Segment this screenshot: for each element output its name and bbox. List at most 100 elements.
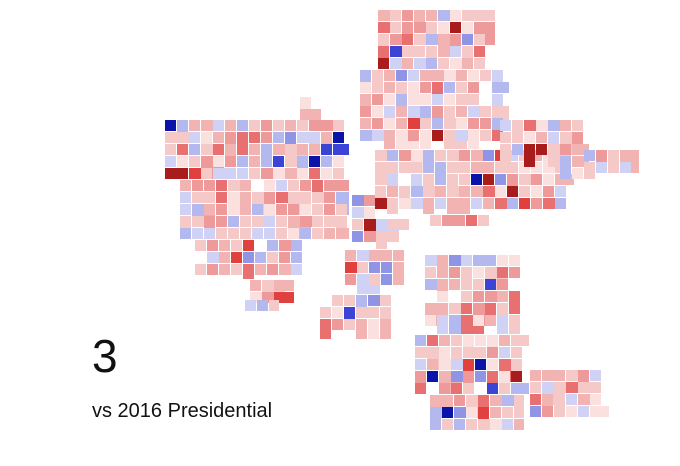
county-tile bbox=[492, 82, 509, 93]
county-tile bbox=[396, 82, 407, 105]
county-tile bbox=[396, 70, 407, 81]
county-tile bbox=[512, 120, 523, 143]
county-tile bbox=[388, 219, 409, 230]
county-tile bbox=[279, 252, 290, 263]
county-tile bbox=[572, 120, 583, 131]
county-tile bbox=[177, 132, 200, 143]
county-tile bbox=[368, 295, 391, 306]
county-tile bbox=[324, 216, 347, 227]
county-tile bbox=[312, 192, 335, 203]
county-tile bbox=[213, 132, 224, 143]
county-tile bbox=[204, 180, 215, 191]
county-tile bbox=[555, 186, 566, 197]
county-tile bbox=[475, 359, 486, 370]
county-tile bbox=[454, 395, 465, 406]
county-tile bbox=[415, 347, 438, 358]
county-tile bbox=[423, 174, 434, 197]
county-tile bbox=[261, 120, 272, 131]
county-tile bbox=[219, 264, 230, 275]
county-tile bbox=[450, 58, 473, 69]
county-tile bbox=[393, 262, 404, 285]
county-tile bbox=[449, 267, 460, 278]
county-tile bbox=[439, 359, 462, 370]
county-tile bbox=[204, 216, 215, 239]
county-tile bbox=[381, 262, 392, 273]
county-tile bbox=[204, 228, 215, 239]
county-tile bbox=[408, 82, 419, 105]
county-tile bbox=[543, 198, 566, 209]
county-tile bbox=[471, 186, 494, 197]
county-tile bbox=[216, 216, 227, 227]
county-tile bbox=[451, 335, 462, 346]
county-tile bbox=[531, 198, 542, 209]
county-tile bbox=[189, 156, 200, 167]
county-tile bbox=[375, 174, 386, 185]
county-tile bbox=[201, 120, 224, 131]
county-tile bbox=[447, 150, 470, 161]
county-tile bbox=[240, 180, 251, 191]
county-tile bbox=[531, 162, 542, 173]
county-tile bbox=[584, 150, 595, 161]
county-tile bbox=[439, 347, 450, 370]
county-tile bbox=[468, 70, 479, 81]
county-tile bbox=[572, 168, 583, 179]
county-tile bbox=[507, 198, 518, 209]
county-tile bbox=[473, 267, 484, 278]
county-tile bbox=[451, 359, 474, 370]
county-tile bbox=[456, 94, 479, 105]
county-tile bbox=[344, 319, 355, 330]
county-tile bbox=[542, 370, 565, 381]
county-tile bbox=[435, 186, 446, 197]
county-tile bbox=[511, 347, 522, 358]
county-tile bbox=[437, 255, 448, 278]
county-tile bbox=[257, 300, 268, 311]
county-tile bbox=[420, 82, 431, 93]
county-tile bbox=[451, 371, 474, 382]
county-tile bbox=[225, 132, 236, 155]
county-tile bbox=[432, 70, 455, 81]
county-tile bbox=[336, 180, 349, 191]
county-tile bbox=[507, 186, 518, 197]
county-tile bbox=[442, 215, 465, 226]
county-tile bbox=[487, 347, 498, 358]
county-tile bbox=[189, 132, 200, 143]
county-tile bbox=[487, 359, 498, 370]
county-tile bbox=[345, 274, 356, 285]
county-tile bbox=[225, 120, 236, 131]
county-tile bbox=[511, 359, 522, 382]
county-tile bbox=[462, 46, 473, 69]
county-tile bbox=[471, 174, 482, 185]
county-tile bbox=[425, 267, 436, 278]
county-tile bbox=[375, 150, 398, 161]
county-tile bbox=[378, 22, 401, 33]
county-tile bbox=[435, 174, 446, 185]
county-tile bbox=[390, 46, 413, 57]
county-tile bbox=[468, 118, 479, 129]
county-tile bbox=[352, 195, 375, 206]
county-tile bbox=[485, 315, 496, 326]
county-tile bbox=[427, 359, 438, 370]
county-tile bbox=[378, 34, 389, 57]
county-tile bbox=[507, 174, 518, 197]
county-tile bbox=[320, 307, 331, 318]
county-tile bbox=[432, 94, 443, 105]
county-tile bbox=[225, 168, 236, 179]
county-tile bbox=[578, 382, 601, 393]
county-tile bbox=[364, 231, 387, 242]
county-tile bbox=[511, 383, 529, 394]
county-tile bbox=[554, 394, 565, 417]
county-tile bbox=[566, 382, 589, 393]
county-tile bbox=[180, 228, 191, 239]
county-tile bbox=[449, 303, 472, 314]
county-tile bbox=[578, 406, 589, 417]
county-tile bbox=[423, 198, 434, 214]
county-tile bbox=[219, 252, 230, 263]
county-tile bbox=[511, 335, 529, 346]
county-tile bbox=[463, 347, 486, 358]
county-tile bbox=[336, 204, 347, 215]
county-tile bbox=[451, 383, 462, 394]
county-tile bbox=[357, 262, 368, 273]
county-tile bbox=[393, 274, 404, 285]
county-tile bbox=[524, 132, 535, 143]
county-tile bbox=[560, 120, 571, 131]
